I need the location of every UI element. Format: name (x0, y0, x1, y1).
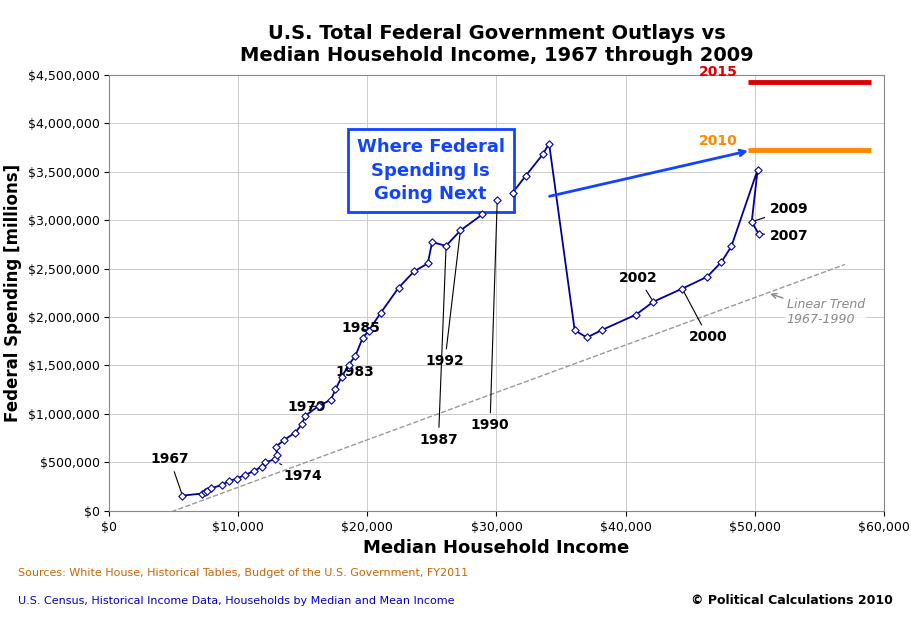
Point (392, 283, 406, 293)
Point (536, 150, 550, 159)
Point (490, 195, 505, 205)
Point (221, 476, 236, 486)
Point (194, 488, 209, 498)
Text: 1990: 1990 (471, 203, 509, 432)
Point (230, 473, 244, 483)
Text: Sources: White House, Historical Tables, Budget of the U.S. Government, FY2011: Sources: White House, Historical Tables,… (18, 568, 468, 578)
Point (254, 462, 269, 472)
Point (421, 259, 435, 269)
Text: Where Federal
Spending Is
Going Next: Where Federal Spending Is Going Next (357, 138, 505, 203)
Text: 2000: 2000 (683, 291, 727, 344)
Point (295, 419, 310, 429)
Point (215, 480, 230, 490)
Point (277, 435, 292, 445)
Point (269, 442, 283, 452)
Text: 1967: 1967 (150, 452, 189, 493)
Point (198, 487, 212, 497)
Point (425, 237, 439, 247)
Point (312, 401, 326, 411)
Point (724, 241, 739, 251)
Point (407, 266, 422, 276)
Point (518, 171, 533, 181)
Point (247, 466, 261, 476)
Point (542, 138, 557, 148)
Point (752, 229, 766, 239)
Text: 2002: 2002 (619, 271, 658, 300)
Point (298, 411, 312, 421)
Y-axis label: Federal Spending [millions]: Federal Spending [millions] (5, 164, 22, 422)
X-axis label: Median Household Income: Median Household Income (363, 539, 630, 557)
Point (714, 257, 729, 267)
Point (288, 427, 302, 437)
Point (629, 310, 643, 320)
Point (453, 226, 467, 235)
Text: Linear Trend
1967-1990: Linear Trend 1967-1990 (772, 293, 865, 326)
Point (579, 333, 594, 343)
Point (675, 283, 690, 293)
Point (348, 351, 363, 361)
Text: 1987: 1987 (419, 249, 458, 447)
Text: 1974: 1974 (280, 464, 322, 483)
Text: 2010: 2010 (699, 134, 738, 148)
Point (362, 326, 376, 336)
Text: 1992: 1992 (425, 233, 465, 368)
Point (200, 485, 214, 495)
Point (175, 491, 189, 501)
Text: 2007: 2007 (762, 229, 809, 244)
Point (270, 450, 284, 460)
Point (439, 241, 454, 251)
Point (506, 188, 520, 198)
Point (568, 325, 582, 335)
Title: U.S. Total Federal Government Outlays vs
Median Household Income, 1967 through 2: U.S. Total Federal Government Outlays vs… (240, 24, 753, 65)
Text: 1985: 1985 (342, 321, 381, 335)
Point (594, 325, 609, 335)
Point (342, 359, 356, 369)
Point (700, 272, 714, 282)
Text: 1983: 1983 (335, 365, 374, 379)
Point (323, 395, 338, 405)
Point (334, 372, 349, 382)
Point (328, 384, 343, 394)
Point (374, 308, 388, 318)
Text: 2015: 2015 (699, 65, 738, 79)
Text: 2009: 2009 (754, 202, 809, 221)
Point (751, 164, 765, 174)
Point (258, 457, 272, 467)
Text: © Political Calculations 2010: © Political Calculations 2010 (691, 594, 893, 607)
Point (646, 297, 660, 307)
Point (744, 217, 759, 227)
Point (268, 454, 282, 464)
Point (238, 470, 252, 480)
Point (355, 333, 370, 343)
Point (476, 209, 490, 219)
Text: 1979: 1979 (287, 400, 326, 414)
Point (204, 483, 219, 493)
Text: U.S. Census, Historical Income Data, Households by Median and Mean Income: U.S. Census, Historical Income Data, Hou… (18, 596, 455, 606)
